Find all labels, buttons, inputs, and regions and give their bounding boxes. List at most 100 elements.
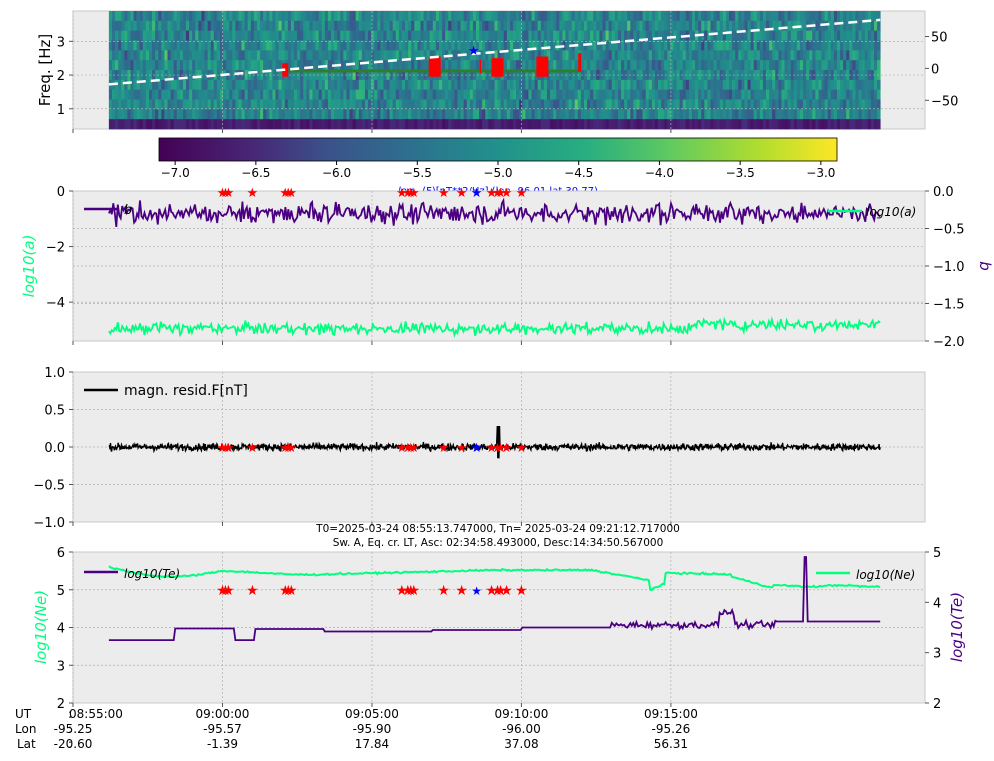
spectrogram-cell [380,11,384,22]
spectrogram-cell [293,99,298,110]
spectrogram-cell [331,109,335,120]
spectrogram-cell [664,89,668,100]
spectrogram-cell [772,11,776,22]
spectrogram-cell [747,60,751,71]
spectrogram-cell [821,89,826,100]
spectrogram-cell [873,50,878,61]
spectrogram-cell [133,40,138,51]
spectrogram-cell [201,20,205,32]
spectrogram-cell [426,60,431,71]
spectrogram-cell [383,79,387,91]
spectrogram-cell [506,40,511,51]
spectrogram-cell [170,40,175,51]
spectrogram-cell [179,60,184,71]
spectrogram-cell [836,20,841,32]
spectrogram-cell [118,11,122,22]
event-star-red: ★ [402,186,414,201]
spectrogram-cell [213,79,218,91]
spectrogram-cell [435,11,440,22]
spectrogram-cell [651,119,656,130]
spectrogram-cell [799,11,804,22]
spectrogram-cell [139,40,144,51]
spectrogram-cell [827,119,832,130]
spectrogram-cell [155,70,159,81]
spectrogram-cell [139,20,144,32]
spectrogram-cell [238,70,242,81]
spectrogram-cell [469,60,474,71]
spectrogram-cell [725,99,730,110]
spectrogram-cell [840,89,844,100]
spectrogram-cell [738,70,742,81]
spectrogram-cell [189,119,193,130]
spectrogram-cell [843,60,847,71]
spectrogram-cell [472,20,477,32]
spectrogram-cell [722,119,727,130]
spectrogram-cell [121,60,125,71]
spectrogram-cell [284,89,289,100]
spectrogram-cell [371,99,375,110]
spectrogram-cell [679,109,684,120]
spectrogram-cell [661,40,665,51]
spectrogram-cell [873,79,878,91]
spectrogram-cell [818,79,822,91]
spectrogram-cell [762,30,767,41]
red-block [491,58,504,77]
event-star-red: ★ [456,441,468,456]
spectrogram-cell [540,20,545,32]
spectrogram-cell [580,99,585,110]
spectrogram-cell [287,20,292,32]
spectrogram-cell [469,70,474,81]
footer-columns: 08:55:00-95.25-20.6009:00:00-95.57-1.390… [54,707,698,751]
spectrogram-cell [472,119,477,130]
spectrogram-cell [485,30,489,41]
spectrogram-cell [386,99,391,110]
spectrogram-cell [334,99,338,110]
spectrogram-cell [667,50,671,61]
spectrogram-cell [772,79,776,91]
spectrogram-cell [392,20,397,32]
spectrogram-cell [198,30,202,41]
spectrogram-cell [701,79,705,91]
spectrogram-cell [352,60,357,71]
spectrogram-cell [207,109,212,120]
spectrogram-cell [781,70,785,81]
spectrogram-cell [411,109,415,120]
spectrogram-cell [812,50,816,61]
spectrogram-cell [704,99,708,110]
spectrogram-cell [226,109,230,120]
spectrogram-cell [624,60,628,71]
spectrogram-cell [682,70,687,81]
spectrogram-cell [380,40,384,51]
spectrogram-cell [479,70,483,81]
spectrogram-cell [482,119,486,130]
spectrogram-cell [269,11,273,22]
spectrogram-cell [210,20,215,32]
spectrogram-cell [210,30,215,41]
spectrogram-cell [509,89,514,100]
spectrogram-cell [389,20,394,32]
spectrogram-cell [420,79,424,91]
spectrogram-cell [442,60,446,71]
spectrogram-cell [738,11,742,22]
spectrogram-cell [565,11,569,22]
spectrogram-cell [781,40,785,51]
spectrogram-cell [676,60,681,71]
spectrogram-cell [750,99,755,110]
spectrogram-cell [778,40,782,51]
spectrogram-cell [667,89,671,100]
spectrogram-cell [565,30,569,41]
y-tick-label: 6 [57,546,65,561]
spectrogram-cell [803,50,807,61]
spectrogram-cell [309,40,313,51]
spectrogram-cell [744,50,748,61]
spectrogram-cell [762,70,767,81]
spectrogram-cell [753,50,758,61]
spectrogram-cell [559,99,563,110]
spectrogram-cell [303,60,307,71]
spectrogram-cell [790,119,795,130]
spectrogram-cell [469,109,474,120]
spectrogram-cell [525,79,529,91]
spectrogram-cell [562,119,566,130]
spectrogram-cell [164,89,168,100]
spectrogram-cell [574,109,579,120]
